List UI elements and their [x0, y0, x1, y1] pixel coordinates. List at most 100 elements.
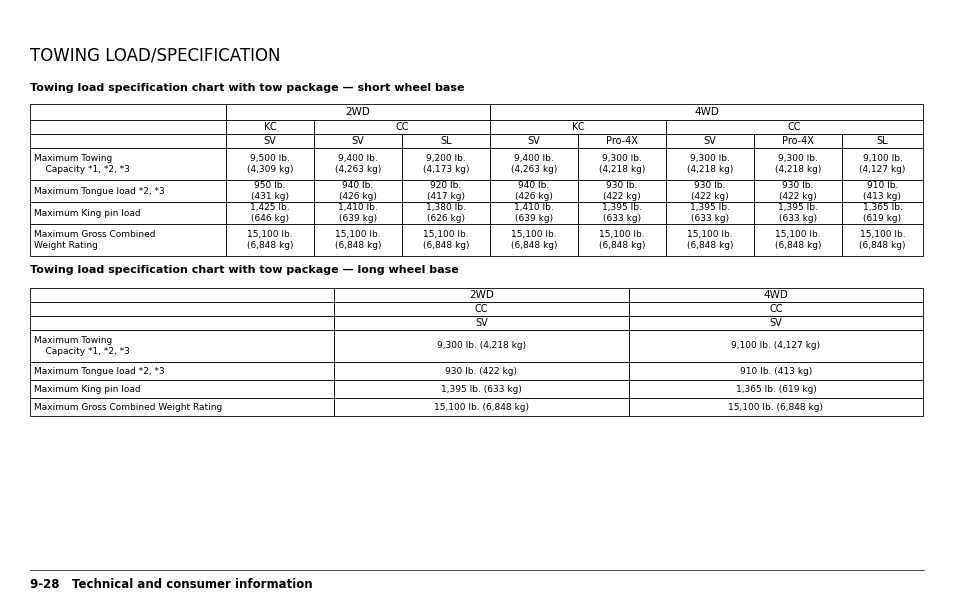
Text: 9,400 lb.
(4,263 kg): 9,400 lb. (4,263 kg) [335, 154, 381, 174]
Bar [30, 362, 334, 380]
Text: SV: SV [263, 136, 276, 146]
Text: 1,395 lb.
(633 kg): 1,395 lb. (633 kg) [601, 203, 641, 223]
Text: Maximum Gross Combined Weight Rating: Maximum Gross Combined Weight Rating [34, 402, 222, 412]
Bar [334, 330, 628, 362]
Bar [401, 224, 490, 256]
Text: KC: KC [571, 122, 583, 132]
Text: Towing load specification chart with tow package — long wheel base: Towing load specification chart with tow… [30, 265, 458, 275]
Bar [628, 302, 923, 316]
Bar [628, 362, 923, 380]
Text: 9,100 lb.
(4,127 kg): 9,100 lb. (4,127 kg) [859, 154, 904, 174]
Text: 9-28   Technical and consumer information: 9-28 Technical and consumer information [30, 578, 313, 592]
Text: 9,500 lb.
(4,309 kg): 9,500 lb. (4,309 kg) [247, 154, 293, 174]
Bar [841, 148, 923, 180]
Text: 15,100 lb.
(6,848 kg): 15,100 lb. (6,848 kg) [598, 230, 644, 250]
Bar [628, 398, 923, 416]
Bar [628, 288, 923, 302]
Text: Maximum Gross Combined
Weight Rating: Maximum Gross Combined Weight Rating [34, 230, 155, 250]
Text: 930 lb.
(422 kg): 930 lb. (422 kg) [779, 181, 816, 201]
Text: 15,100 lb.
(6,848 kg): 15,100 lb. (6,848 kg) [686, 230, 733, 250]
Bar [314, 148, 401, 180]
Bar [30, 104, 226, 120]
Text: 15,100 lb.
(6,848 kg): 15,100 lb. (6,848 kg) [335, 230, 381, 250]
Bar [30, 120, 226, 134]
Text: 1,425 lb.
(646 kg): 1,425 lb. (646 kg) [250, 203, 290, 223]
Bar [841, 202, 923, 224]
Bar [753, 134, 841, 148]
Bar [628, 380, 923, 398]
Bar [578, 148, 665, 180]
Bar [753, 148, 841, 180]
Bar [314, 180, 401, 202]
Text: 9,300 lb.
(4,218 kg): 9,300 lb. (4,218 kg) [598, 154, 644, 174]
Text: Towing load specification chart with tow package — short wheel base: Towing load specification chart with tow… [30, 83, 464, 93]
Text: 9,300 lb.
(4,218 kg): 9,300 lb. (4,218 kg) [686, 154, 733, 174]
Bar [226, 134, 314, 148]
Bar [30, 148, 226, 180]
Bar [665, 148, 753, 180]
Text: CC: CC [768, 304, 781, 314]
Bar [30, 202, 226, 224]
Bar [226, 202, 314, 224]
Text: Pro-4X: Pro-4X [605, 136, 638, 146]
Text: CC: CC [787, 122, 801, 132]
Bar [30, 398, 334, 416]
Text: 15,100 lb.
(6,848 kg): 15,100 lb. (6,848 kg) [422, 230, 469, 250]
Text: 1,365 lb.
(619 kg): 1,365 lb. (619 kg) [862, 203, 902, 223]
Bar [628, 316, 923, 330]
Text: 15,100 lb.
(6,848 kg): 15,100 lb. (6,848 kg) [774, 230, 821, 250]
Text: Maximum Tongue load *2, *3: Maximum Tongue load *2, *3 [34, 187, 165, 196]
Bar [226, 148, 314, 180]
Text: 15,100 lb.
(6,848 kg): 15,100 lb. (6,848 kg) [510, 230, 557, 250]
Bar [753, 202, 841, 224]
Text: 1,380 lb.
(626 kg): 1,380 lb. (626 kg) [426, 203, 465, 223]
Text: SV: SV [703, 136, 716, 146]
Text: 920 lb.
(417 kg): 920 lb. (417 kg) [427, 181, 464, 201]
Text: 15,100 lb. (6,848 kg): 15,100 lb. (6,848 kg) [728, 402, 822, 412]
Text: 930 lb.
(422 kg): 930 lb. (422 kg) [690, 181, 728, 201]
Text: 15,100 lb. (6,848 kg): 15,100 lb. (6,848 kg) [434, 402, 529, 412]
Text: Maximum King pin load: Maximum King pin load [34, 209, 140, 218]
Text: 950 lb.
(431 kg): 950 lb. (431 kg) [251, 181, 289, 201]
Bar [753, 224, 841, 256]
Text: SV: SV [527, 136, 539, 146]
Bar [401, 134, 490, 148]
Bar [490, 134, 578, 148]
Bar [628, 330, 923, 362]
Text: Pro-4X: Pro-4X [781, 136, 813, 146]
Text: 910 lb. (413 kg): 910 lb. (413 kg) [740, 367, 811, 376]
Bar [665, 224, 753, 256]
Bar [226, 180, 314, 202]
Text: 2WD: 2WD [469, 290, 494, 300]
Text: 1,395 lb. (633 kg): 1,395 lb. (633 kg) [440, 384, 521, 393]
Text: SL: SL [439, 136, 452, 146]
Bar [490, 148, 578, 180]
Text: TOWING LOAD/SPECIFICATION: TOWING LOAD/SPECIFICATION [30, 46, 280, 64]
Text: 930 lb.
(422 kg): 930 lb. (422 kg) [602, 181, 640, 201]
Bar [490, 104, 923, 120]
Text: 9,400 lb.
(4,263 kg): 9,400 lb. (4,263 kg) [510, 154, 557, 174]
Bar [490, 224, 578, 256]
Bar [334, 362, 628, 380]
Text: SV: SV [769, 318, 781, 328]
Bar [30, 224, 226, 256]
Text: 9,300 lb. (4,218 kg): 9,300 lb. (4,218 kg) [436, 342, 525, 350]
Bar [578, 134, 665, 148]
Bar [334, 316, 628, 330]
Text: SL: SL [876, 136, 887, 146]
Bar [314, 134, 401, 148]
Bar [401, 202, 490, 224]
Text: 1,410 lb.
(639 kg): 1,410 lb. (639 kg) [514, 203, 554, 223]
Bar [30, 288, 334, 302]
Text: 940 lb.
(426 kg): 940 lb. (426 kg) [338, 181, 376, 201]
Bar [30, 316, 334, 330]
Bar [314, 224, 401, 256]
Text: 2WD: 2WD [345, 107, 370, 117]
Text: 9,100 lb. (4,127 kg): 9,100 lb. (4,127 kg) [731, 342, 820, 350]
Text: 1,410 lb.
(639 kg): 1,410 lb. (639 kg) [337, 203, 377, 223]
Bar [841, 180, 923, 202]
Bar [753, 180, 841, 202]
Text: Maximum Tongue load *2, *3: Maximum Tongue load *2, *3 [34, 367, 165, 376]
Bar [226, 224, 314, 256]
Text: 15,100 lb.
(6,848 kg): 15,100 lb. (6,848 kg) [859, 230, 904, 250]
